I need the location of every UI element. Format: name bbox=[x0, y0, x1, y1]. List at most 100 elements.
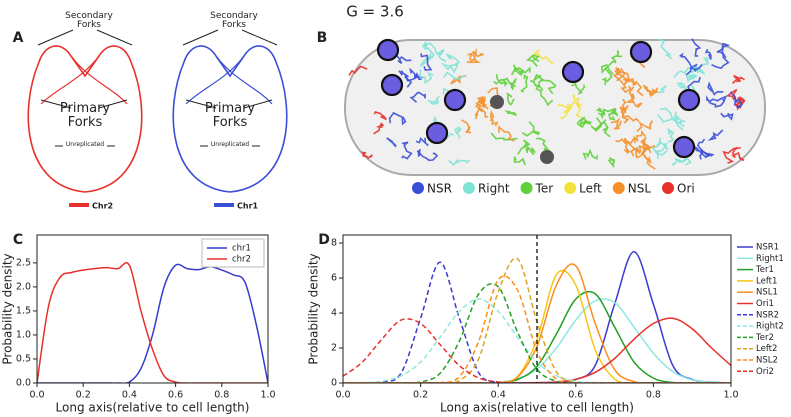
polymer-segment bbox=[521, 121, 541, 137]
polymer-segment bbox=[685, 64, 703, 76]
polymer-segment bbox=[420, 53, 433, 71]
polymer-segment bbox=[625, 86, 635, 103]
secondary-forks-label: Secondary Forks bbox=[65, 11, 113, 31]
panel-label: C bbox=[13, 232, 23, 248]
x-axis-label: Long axis(relative to cell length) bbox=[440, 401, 634, 415]
polymer-segment bbox=[600, 119, 611, 138]
polymer-segment bbox=[525, 54, 541, 67]
polymer-segment bbox=[572, 93, 583, 119]
y-tick-label: 4 bbox=[331, 308, 337, 319]
polymer-segment bbox=[510, 66, 531, 76]
fork-pointer bbox=[96, 29, 133, 46]
polymer-segment bbox=[608, 108, 617, 121]
y-axis-label: Probability density bbox=[1, 253, 15, 364]
legend-label: NSR2 bbox=[756, 310, 779, 320]
plot-frame bbox=[36, 234, 269, 384]
polymer-segment bbox=[640, 136, 647, 149]
polymer-segment bbox=[667, 127, 675, 143]
polymer-segment bbox=[722, 146, 741, 164]
origin-focus bbox=[443, 88, 467, 112]
panel-label: A bbox=[13, 30, 24, 46]
polymer-segment bbox=[657, 38, 673, 60]
y-tick-label: 6 bbox=[331, 273, 337, 284]
polymer-segment bbox=[679, 52, 698, 69]
polymer-rendering bbox=[348, 38, 746, 170]
polymer-segment bbox=[616, 77, 633, 94]
origin-focus bbox=[380, 73, 404, 97]
polymer-segment bbox=[700, 148, 715, 158]
polymer-segment bbox=[607, 157, 616, 169]
polymer-segment bbox=[620, 106, 640, 123]
chromosome-key bbox=[214, 203, 234, 207]
x-tick-label: 0.4 bbox=[122, 390, 137, 401]
polymer-segment bbox=[621, 71, 635, 85]
origin-focus bbox=[376, 38, 400, 62]
polymer-segment bbox=[675, 114, 686, 131]
primary-forks-label: Primary Forks bbox=[59, 101, 111, 130]
polymer-segment bbox=[633, 129, 647, 144]
x-tick-label: 0.0 bbox=[29, 390, 44, 401]
data-line bbox=[343, 290, 731, 383]
polymer-segment bbox=[536, 137, 551, 154]
polymer-segment bbox=[582, 148, 599, 160]
polymer-segment bbox=[441, 62, 459, 74]
polymer-segment bbox=[386, 137, 397, 148]
fork-pointer bbox=[182, 29, 219, 46]
polymer-segment bbox=[416, 150, 439, 162]
polymer-segment bbox=[460, 119, 472, 134]
legend-marker bbox=[520, 182, 533, 194]
legend-marker bbox=[662, 182, 675, 194]
polymer-segment bbox=[644, 87, 659, 96]
replicated-arm bbox=[185, 55, 273, 105]
polymer-segment bbox=[615, 67, 631, 83]
polymer-segment bbox=[716, 42, 731, 59]
polymer-segment bbox=[489, 109, 499, 127]
x-tick-label: 1.0 bbox=[723, 390, 738, 401]
data-line bbox=[37, 263, 268, 383]
fork-pointer bbox=[40, 99, 72, 109]
legend-label: NSL bbox=[628, 182, 652, 196]
data-line bbox=[343, 269, 731, 383]
polymer-segment bbox=[671, 157, 692, 166]
fork-pointer bbox=[241, 29, 278, 46]
polymer-segment bbox=[557, 104, 572, 120]
polymer-segment bbox=[685, 73, 698, 83]
polymer-segment bbox=[409, 91, 426, 103]
polymer-segment bbox=[630, 94, 643, 108]
polymer-segment bbox=[401, 141, 413, 160]
polymer-segment bbox=[418, 69, 434, 85]
legend-label: Left bbox=[579, 182, 602, 196]
x-tick-label: 0.4 bbox=[491, 390, 506, 401]
legend-label: chr2 bbox=[232, 255, 251, 265]
polymer-segment bbox=[731, 74, 746, 84]
y-tick-label: 0 bbox=[331, 378, 337, 389]
legend-box bbox=[201, 238, 265, 268]
origin-focus bbox=[561, 60, 585, 84]
origin-focus bbox=[425, 121, 449, 145]
polymer-segment bbox=[490, 132, 518, 141]
polymer-segment bbox=[709, 98, 726, 108]
polymer-segment bbox=[636, 120, 654, 133]
chromosome-name: Chr1 bbox=[237, 202, 259, 211]
polymer-segment bbox=[656, 107, 674, 123]
legend-marker bbox=[412, 182, 424, 194]
x-axis-label: Long axis(relative to cell length) bbox=[56, 401, 250, 415]
x-tick-label: 0.8 bbox=[214, 390, 229, 401]
polymer-segment bbox=[623, 137, 635, 154]
polymer-segment bbox=[704, 48, 712, 60]
legend-marker bbox=[462, 182, 475, 194]
data-line bbox=[343, 275, 731, 383]
secondary-forks-label: Secondary Forks bbox=[210, 11, 258, 31]
legend-label: Ter bbox=[535, 182, 554, 196]
polymer-segment bbox=[600, 60, 617, 75]
polymer-segment bbox=[509, 78, 517, 89]
legend-label: Ori1 bbox=[756, 299, 774, 309]
legend-label: Ori2 bbox=[756, 367, 774, 377]
terminus-focus bbox=[540, 150, 554, 164]
polymer-segment bbox=[531, 49, 554, 65]
polymer-segment bbox=[474, 106, 489, 120]
legend-label: Ori bbox=[677, 182, 695, 196]
polymer-segment bbox=[601, 67, 613, 86]
